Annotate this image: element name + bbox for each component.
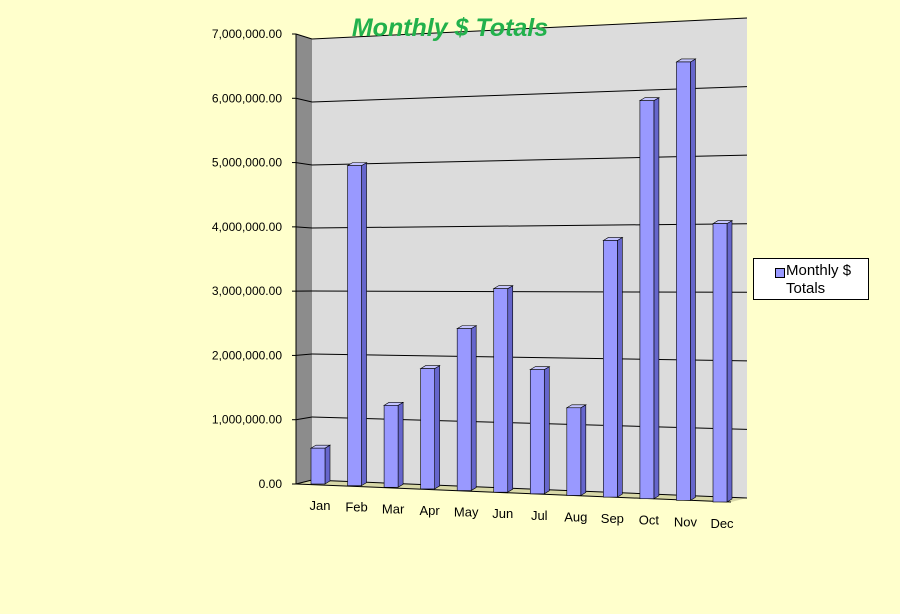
gridline-side <box>295 416 313 421</box>
x-tick-label: Nov <box>674 514 698 529</box>
bar <box>420 368 435 490</box>
gridline <box>311 17 748 40</box>
y-tick-label: 3,000,000.00 <box>212 284 282 298</box>
bar-side <box>543 366 550 495</box>
gridline <box>311 290 748 293</box>
bar-side <box>324 444 331 485</box>
bar-side <box>690 58 696 501</box>
legend-swatch <box>775 268 785 278</box>
x-tick-labels: Jan Feb Mar Apr May Jun Jul Aug Sep Oct Nov Dec <box>310 498 735 531</box>
floor <box>296 480 747 502</box>
gridline-side <box>295 226 313 229</box>
gridline <box>311 353 748 362</box>
bar <box>310 447 326 485</box>
bar-side <box>653 97 660 500</box>
bars <box>309 58 734 503</box>
gridline-side <box>295 162 313 166</box>
x-tick-label: Dec <box>710 516 734 531</box>
bar-side <box>726 220 733 503</box>
gridline-side <box>295 353 313 356</box>
y-tick-label: 4,000,000.00 <box>212 220 282 234</box>
side-wall <box>296 34 312 484</box>
bar <box>456 328 472 491</box>
legend-label: Monthly $ Totals <box>786 262 852 297</box>
bar <box>347 165 362 486</box>
gridline-side <box>295 33 313 40</box>
bar <box>529 369 545 495</box>
x-tick-label: Jul <box>531 508 548 523</box>
x-tick-label: Feb <box>345 500 367 515</box>
x-axis-line <box>295 483 732 503</box>
x-tick-label: Apr <box>420 503 441 518</box>
x-tick-label: Jun <box>492 506 513 521</box>
x-tick-label: Sep <box>601 511 624 526</box>
bar <box>712 223 728 503</box>
bar <box>566 407 582 496</box>
gridline <box>311 223 748 229</box>
y-tick-label: 5,000,000.00 <box>212 156 282 170</box>
gridline-side <box>295 479 313 485</box>
gridline-side <box>295 97 313 103</box>
y-tick-label: 0.00 <box>259 477 283 491</box>
bar-side <box>397 401 404 488</box>
bar-side <box>434 365 440 490</box>
bar-side <box>617 236 623 498</box>
gridline <box>311 154 748 166</box>
x-tick-label: Aug <box>564 509 587 524</box>
bar <box>676 61 691 501</box>
x-tick-label: Jan <box>310 498 331 513</box>
y-tick-labels: 0.00 1,000,000.00 2,000,000.00 3,000,000.00… <box>212 27 282 491</box>
bar <box>383 405 399 488</box>
bar <box>603 240 618 498</box>
bar-side <box>361 162 367 487</box>
y-tick-label: 2,000,000.00 <box>212 348 282 362</box>
x-tick-label: Oct <box>639 513 660 528</box>
x-tick-label: May <box>454 505 479 520</box>
chart-title: Monthly $ Totals <box>352 14 548 42</box>
bar <box>639 100 655 500</box>
x-tick-label: Mar <box>382 501 405 516</box>
bar-side <box>507 285 514 493</box>
bar-side <box>580 404 587 496</box>
y-tick-label: 6,000,000.00 <box>212 91 282 105</box>
bar-side <box>470 325 477 492</box>
gridline <box>311 86 748 103</box>
bar <box>493 288 509 493</box>
legend: Monthly $ Totals <box>753 258 869 300</box>
y-tick-label: 7,000,000.00 <box>212 27 282 41</box>
y-tick-label: 1,000,000.00 <box>212 413 282 427</box>
